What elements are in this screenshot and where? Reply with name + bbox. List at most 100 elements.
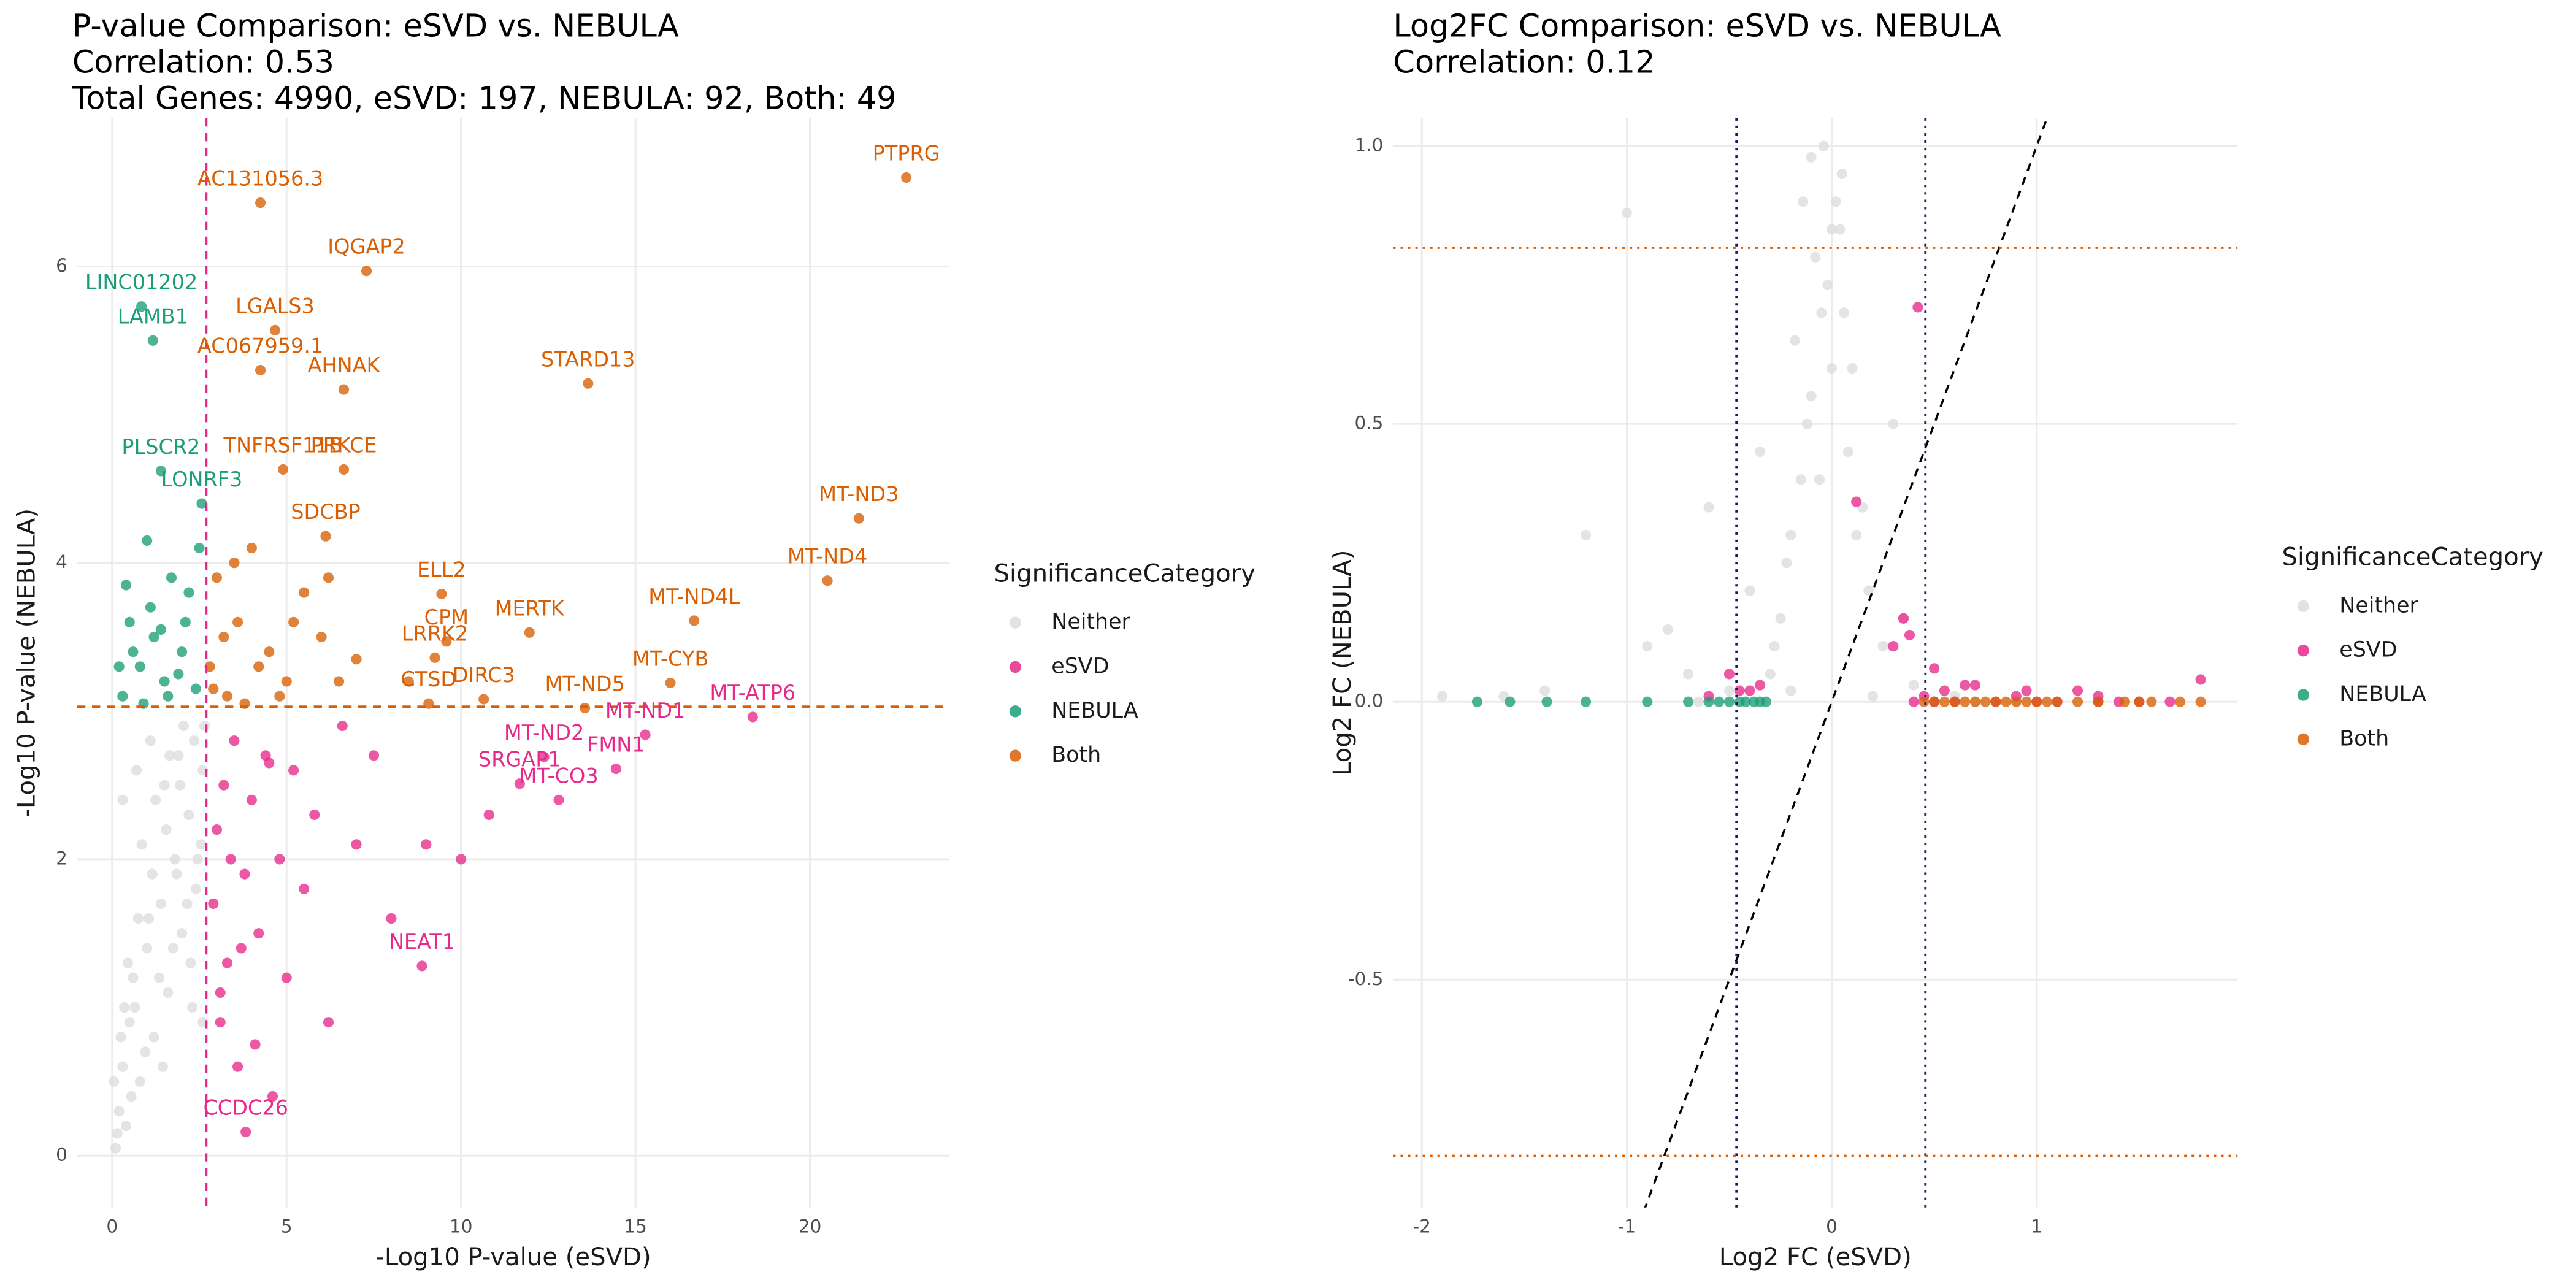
data-point (316, 631, 327, 643)
data-point (1810, 251, 1821, 263)
data-point (1740, 696, 1751, 707)
data-point (1969, 680, 1981, 691)
data-point (1960, 680, 1971, 691)
data-point (1539, 685, 1551, 696)
legend-label: Neither (1051, 610, 1130, 634)
data-point (1683, 696, 1694, 707)
data-point (2021, 685, 2032, 696)
data-point (147, 335, 158, 346)
data-point (1785, 685, 1796, 696)
data-point (524, 627, 535, 638)
data-point (640, 729, 651, 740)
data-point (163, 691, 174, 702)
data-point (246, 794, 257, 805)
data-point (255, 197, 266, 209)
data-point (132, 913, 144, 924)
y-axis-title: -Log10 P-value (NEBULA) (13, 508, 41, 818)
data-point (553, 794, 564, 805)
data-point (145, 735, 156, 746)
data-point (1814, 474, 1825, 485)
data-point (229, 558, 240, 569)
data-point (155, 466, 167, 477)
point-label: MT-ND5 (545, 672, 624, 696)
data-point (159, 780, 170, 791)
data-point (309, 809, 320, 821)
data-point (171, 868, 182, 880)
data-point (136, 301, 147, 312)
data-point (1693, 696, 1704, 707)
data-point (1744, 585, 1755, 596)
data-point (145, 602, 156, 613)
legend-label: Both (2339, 726, 2389, 751)
data-point (1714, 696, 1725, 707)
data-point (110, 1143, 121, 1154)
data-point (351, 839, 362, 850)
data-point (1908, 696, 1919, 707)
data-point (225, 854, 236, 865)
data-point (194, 542, 205, 554)
data-point (264, 757, 275, 769)
data-point (1723, 685, 1735, 696)
data-point (1939, 696, 1950, 707)
legend-label: eSVD (1051, 654, 1109, 679)
data-point (1683, 669, 1694, 680)
data-point (1969, 696, 1981, 707)
data-point (1816, 307, 1827, 318)
data-point (1839, 307, 1850, 318)
data-point (1826, 363, 1838, 374)
data-point (1980, 696, 1991, 707)
data-point (1801, 418, 1813, 429)
data-point (368, 750, 380, 761)
data-point (2021, 696, 2032, 707)
legend: SignificanceCategory Neither eSVD NEBULA Bot… (994, 560, 1255, 768)
point-label: MT-ND4 (788, 545, 867, 569)
legend-key (1009, 616, 1022, 629)
data-point (2134, 696, 2145, 707)
legend-label: Neither (2339, 593, 2418, 618)
legend-key (2297, 733, 2309, 745)
data-point (2031, 696, 2042, 707)
data-point (150, 794, 161, 805)
data-point (177, 646, 188, 657)
data-point (1904, 629, 1915, 641)
data-point (1851, 529, 1862, 540)
data-point (1755, 446, 1766, 458)
data-point (1580, 696, 1592, 707)
data-point (2001, 696, 2012, 707)
data-point (187, 1002, 198, 1013)
data-point (1744, 685, 1755, 696)
data-point (274, 691, 285, 702)
data-point (140, 1046, 151, 1057)
point-labels: MT-ND2 SRGAP1 FMN1 MT-ND1 MT-CO3 NEAT1 CCDC26 M… (85, 142, 940, 1120)
data-point (1806, 151, 1817, 163)
legend-key (1009, 705, 1022, 718)
point-label: LONRF3 (161, 467, 243, 491)
data-point (1755, 680, 1766, 691)
x-tick-label: 0 (106, 1216, 118, 1236)
y-tick-label: 0 (56, 1144, 67, 1165)
data-point (274, 854, 285, 865)
data-point (386, 913, 397, 924)
data-point (1830, 196, 1841, 207)
plot-area (1437, 118, 2206, 1208)
data-point (199, 720, 210, 732)
x-axis-title: Log2 FC (eSVD) (1719, 1243, 1912, 1271)
point-label: AC067959.1 (197, 334, 323, 358)
point-label: MT-ND3 (819, 482, 899, 506)
y-tick-label: 0.5 (1355, 413, 1384, 434)
data-point (183, 587, 194, 598)
data-point (1703, 696, 1714, 707)
data-point (155, 898, 167, 910)
legend-key (2297, 645, 2309, 657)
data-point (134, 1076, 145, 1087)
data-point (1826, 224, 1838, 235)
data-point (610, 763, 621, 775)
data-point (423, 698, 434, 709)
point-label: PLSCR2 (121, 435, 200, 459)
point-label: CTSD (401, 667, 456, 691)
data-point (155, 624, 167, 635)
data-point (177, 928, 188, 939)
data-point (281, 676, 292, 687)
data-point (136, 839, 147, 850)
diagonal-line (1644, 118, 2049, 1208)
